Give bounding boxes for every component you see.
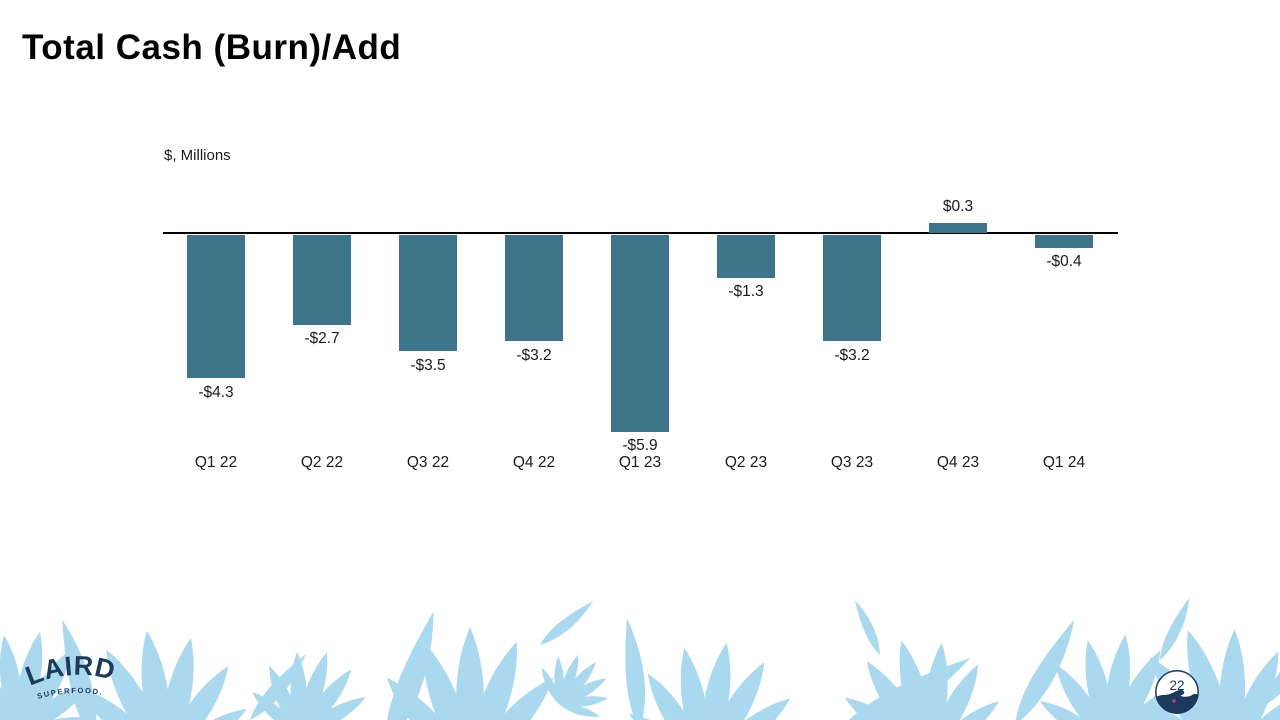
value-label-q2-22: -$2.7 [304, 330, 340, 348]
bar-q2-23 [717, 234, 775, 278]
bar-q2-22 [293, 234, 351, 325]
page-number-badge: 22 [1155, 670, 1199, 714]
bar-q1-24 [1035, 234, 1093, 248]
bar-q1-22 [187, 234, 245, 379]
laird-superfood-logo: LAIRD SUPERFOOD. [24, 651, 118, 701]
svg-text:LAIRD: LAIRD [24, 651, 118, 692]
value-label-q1-24: -$0.4 [1046, 253, 1082, 271]
category-label-q4-23: Q4 23 [936, 454, 980, 471]
svg-text:SUPERFOOD.: SUPERFOOD. [36, 686, 104, 701]
value-label-q4-22: -$3.2 [516, 346, 552, 364]
category-label-q3-23: Q3 23 [830, 454, 874, 471]
value-label-q2-23: -$1.3 [728, 283, 764, 301]
wave-dot [1172, 699, 1176, 703]
wave-icon [1155, 689, 1199, 714]
x-axis-line [163, 232, 1118, 234]
logo-wordmark: LAIRD [24, 651, 118, 692]
value-label-q3-23: -$3.2 [834, 346, 870, 364]
category-label-q1-23: Q1 23 [618, 454, 662, 471]
chart-units-label: $, Millions [164, 147, 231, 164]
page-number: 22 [1169, 678, 1184, 693]
category-label-q4-22: Q4 22 [512, 454, 556, 471]
value-label-q1-23: -$5.9 [622, 437, 658, 455]
value-label-q1-22: -$4.3 [198, 383, 234, 401]
bar-q3-23 [823, 234, 881, 342]
category-label-q2-23: Q2 23 [724, 454, 768, 471]
category-label-q1-24: Q1 24 [1042, 454, 1086, 471]
bar-q4-22 [505, 234, 563, 342]
bar-q4-23 [929, 222, 987, 233]
category-label-q1-22: Q1 22 [194, 454, 238, 471]
slide-title: Total Cash (Burn)/Add [22, 28, 402, 67]
category-label-q2-22: Q2 22 [300, 454, 344, 471]
botanical-leaf-pattern [0, 594, 1280, 720]
cash-burn-bar-chart: -$4.3 Q1 22 -$2.7 Q2 22 -$3.5 Q3 22 -$3.2 Q4 22… [163, 197, 1118, 471]
value-label-q4-23: $0.3 [942, 197, 974, 215]
logo-subtitle: SUPERFOOD. [36, 686, 102, 701]
bar-q3-22 [399, 234, 457, 352]
category-label-q3-22: Q3 22 [406, 454, 450, 471]
value-label-q3-22: -$3.5 [410, 356, 446, 374]
bar-q1-23 [611, 234, 669, 432]
leaf-shapes [0, 594, 1280, 720]
